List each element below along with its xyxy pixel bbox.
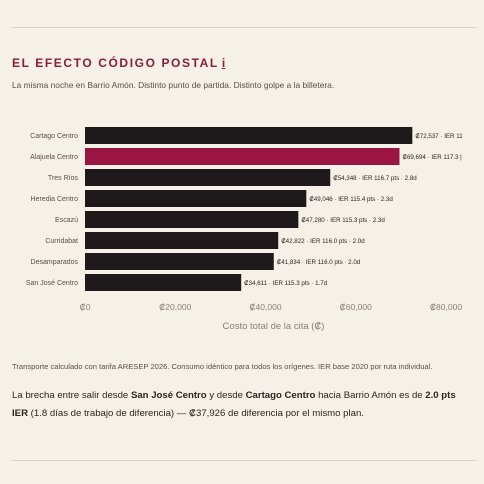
category-label-0: Cartago Centro <box>30 133 78 140</box>
data-label-1: ₡69,694 · IER 117.3 | <box>402 154 462 161</box>
summary-origin: San José Centro <box>130 390 207 401</box>
section-subtitle: La misma noche en Barrio Amón. Distinto … <box>12 80 335 90</box>
summary-part-4: (1.8 días de trabajo de diferencia) — ₡3… <box>28 408 364 419</box>
x-axis-label: Costo total de la cita (₡) <box>223 321 325 332</box>
category-label-5: Curridabat <box>45 238 78 245</box>
bar-5 <box>85 232 279 249</box>
bar-4 <box>85 211 299 228</box>
category-label-6: Desamparados <box>31 259 79 266</box>
category-label-1: Alajuela Centro <box>30 154 78 161</box>
data-label-3: ₡49,046 · IER 115.4 pts · 2.3d <box>309 196 393 203</box>
x-tick-label-2: ₡40,000 <box>249 302 281 312</box>
bottom-divider <box>12 460 476 461</box>
bar-7 <box>85 274 242 291</box>
bar-1 <box>85 148 400 165</box>
bar-6 <box>85 253 274 270</box>
bar-0 <box>85 127 413 144</box>
category-label-3: Heredia Centro <box>31 196 79 203</box>
summary-part-1: La brecha entre salir desde <box>12 390 131 401</box>
bar-3 <box>85 190 307 207</box>
info-icon[interactable]: i <box>221 56 226 70</box>
category-label-7: San José Centro <box>26 280 78 287</box>
x-tick-label-3: ₡60,000 <box>340 302 372 312</box>
summary-part-3: hacia Barrio Amón es de <box>315 390 426 401</box>
data-label-0: ₡72,537 · IER 11 <box>415 133 463 140</box>
category-label-2: Tres Ríos <box>48 175 79 182</box>
x-tick-label-0: ₡0 <box>80 302 91 312</box>
summary-part-2: y desde <box>206 390 246 401</box>
summary-gap: 2.0 pts IER <box>12 390 456 419</box>
bar-2 <box>85 169 331 186</box>
methodology-footnote: Transporte calculado con tarifa ARESEP 2… <box>12 362 433 371</box>
category-label-4: Escazú <box>55 217 78 224</box>
data-label-7: ₡34,611 · IER 115.3 pts · 1.7d <box>244 280 328 287</box>
title-text: EL EFECTO CÓDIGO POSTAL <box>12 56 219 70</box>
x-tick-label-4: ₡80,000 <box>430 302 462 312</box>
data-label-5: ₡42,822 · IER 116.0 pts · 2.0d <box>281 238 365 245</box>
summary-text: La brecha entre salir desde San José Cen… <box>12 387 474 423</box>
data-label-2: ₡54,348 · IER 116.7 pts · 2.8d <box>333 175 417 182</box>
section-title: EL EFECTO CÓDIGO POSTAL i <box>12 56 225 70</box>
cost-bar-chart: Cartago Centro ₡72,537 · IER 11 Alajuela C… <box>26 127 463 332</box>
x-tick-label-1: ₡20,000 <box>159 302 191 312</box>
data-label-4: ₡47,280 · IER 115.3 pts · 2.3d <box>301 217 385 224</box>
top-divider <box>12 27 476 28</box>
data-label-6: ₡41,834 · IER 116.0 pts · 2.0d <box>277 259 361 266</box>
summary-destination: Cartago Centro <box>245 390 316 401</box>
